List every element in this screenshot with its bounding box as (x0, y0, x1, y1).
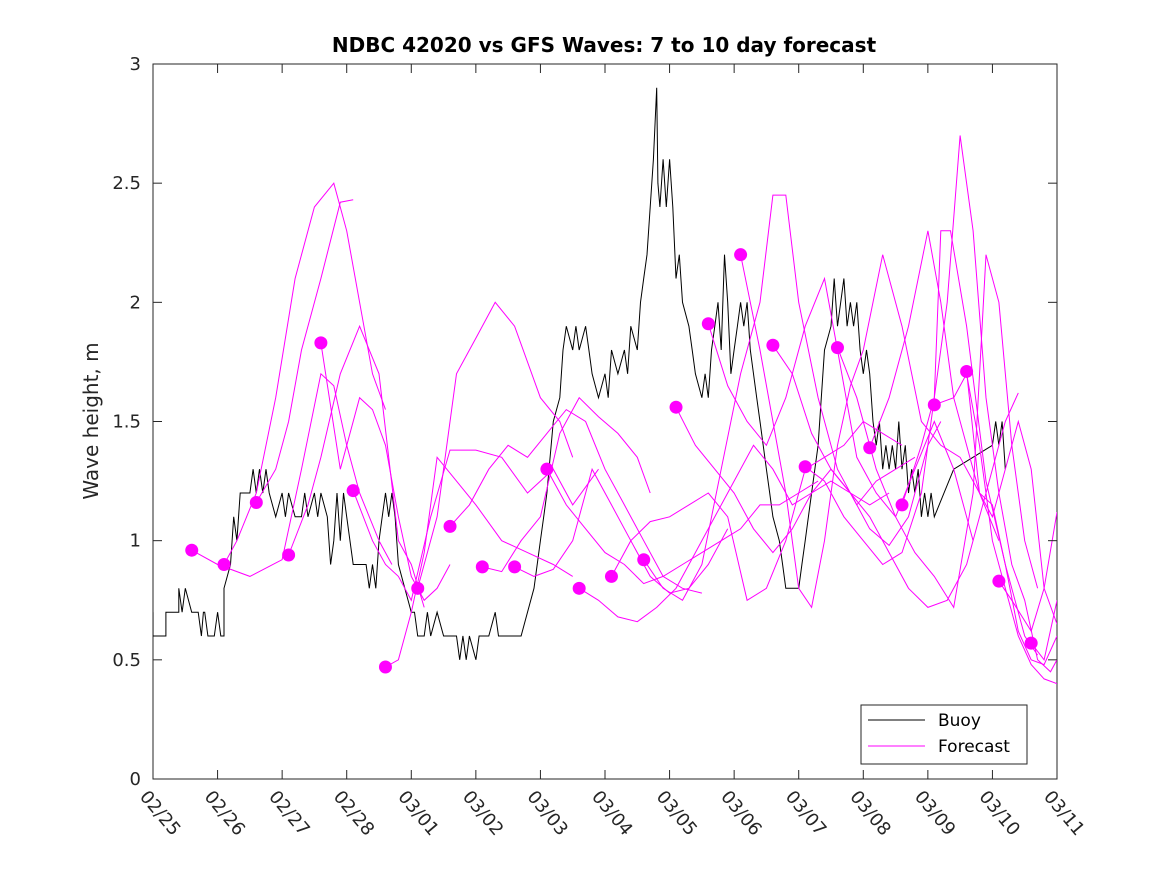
forecast-line-2 (255, 199, 354, 503)
forecast-marker-7 (411, 581, 425, 595)
forecast-marker-1 (217, 558, 231, 571)
forecast-marker-8 (443, 519, 457, 533)
forecast-marker-10 (508, 560, 522, 574)
forecast-line-13 (611, 420, 903, 602)
forecast-marker-25 (992, 574, 1006, 588)
forecast-marker-6 (378, 660, 392, 674)
axis-ticks (152, 63, 1058, 780)
buoy-series (153, 87, 1006, 660)
forecast-marker-26 (1024, 636, 1038, 650)
forecast-marker-9 (475, 560, 489, 574)
forecast-marker-2 (249, 496, 263, 510)
y-tick-label-3: 1.5 (112, 412, 141, 433)
forecast-line-10 (514, 467, 729, 594)
plot-area (152, 63, 1058, 780)
y-tick-label-2: 1 (130, 531, 141, 552)
y-tick-label-6: 3 (130, 54, 141, 75)
forecast-marker-22 (895, 498, 909, 512)
forecast-line-9 (482, 396, 651, 573)
forecast-line-0 (191, 372, 393, 577)
forecast-line-24 (966, 371, 1057, 625)
y-tick-label-0: 0 (130, 769, 141, 790)
forecast-series (191, 135, 1057, 685)
forecast-line-12 (578, 444, 890, 623)
forecast-marker-3 (282, 548, 296, 562)
forecast-line-4 (320, 342, 451, 602)
forecast-marker-23 (927, 398, 941, 412)
forecast-marker-19 (798, 460, 812, 474)
forecast-line-8 (449, 408, 703, 594)
forecast-markers (185, 248, 1038, 674)
forecast-line-15 (675, 406, 942, 554)
legend: Buoy Forecast (860, 704, 1028, 765)
forecast-line-1 (223, 182, 386, 565)
chart-title: NDBC 42020 vs GFS Waves: 7 to 10 day for… (332, 33, 877, 57)
forecast-line-11 (546, 468, 819, 585)
forecast-marker-13 (604, 569, 618, 583)
forecast-marker-14 (637, 553, 651, 567)
forecast-line-22 (901, 135, 1057, 673)
forecast-line-18 (772, 344, 1019, 608)
y-axis-label: Wave height, m (79, 342, 103, 499)
forecast-marker-18 (766, 338, 780, 352)
forecast-marker-20 (830, 341, 844, 355)
forecast-line-25 (998, 512, 1057, 633)
forecast-marker-5 (346, 484, 360, 498)
legend-label-buoy: Buoy (938, 711, 981, 731)
legend-label-forecast: Forecast (938, 737, 1010, 757)
forecast-line-26 (1030, 600, 1057, 661)
forecast-line-6 (385, 456, 573, 668)
forecast-marker-15 (669, 400, 683, 414)
forecast-marker-16 (701, 317, 715, 331)
y-tick-label-5: 2.5 (112, 173, 141, 194)
y-tick-label-1: 0.5 (112, 650, 141, 671)
forecast-line-21 (869, 230, 1057, 666)
y-tick-labels: 0 0.5 1 1.5 2 2.5 3 (112, 54, 141, 790)
forecast-marker-24 (960, 364, 974, 378)
forecast-marker-4 (314, 336, 328, 350)
forecast-marker-17 (734, 248, 748, 262)
forecast-line-14 (643, 194, 916, 602)
forecast-line-23 (934, 372, 1057, 685)
forecast-line-7 (417, 301, 574, 589)
buoy-line (153, 87, 1006, 660)
forecast-marker-12 (572, 581, 586, 595)
forecast-marker-21 (863, 441, 877, 455)
legend-box (860, 704, 1028, 765)
y-tick-label-4: 2 (130, 292, 141, 313)
forecast-marker-11 (540, 462, 554, 476)
forecast-line-17 (740, 254, 1000, 609)
forecast-marker-0 (185, 543, 199, 557)
